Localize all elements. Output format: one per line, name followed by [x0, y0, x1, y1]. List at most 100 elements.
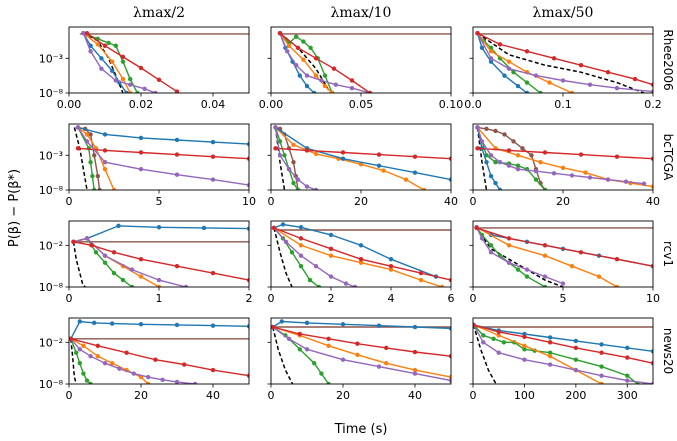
marker-orange	[599, 381, 604, 384]
marker-purple	[343, 281, 349, 286]
marker-red	[524, 49, 530, 54]
marker-red	[578, 152, 584, 157]
marker-green	[599, 364, 604, 369]
marker-red	[358, 257, 364, 262]
x-tick-label: 0.00	[57, 98, 82, 111]
marker-green	[522, 347, 527, 352]
marker-purple	[352, 284, 358, 287]
marker-blue	[102, 132, 108, 137]
marker-green	[294, 34, 299, 39]
marker-purple	[497, 160, 503, 165]
marker-red	[349, 78, 355, 83]
marker-purple	[587, 82, 593, 87]
marker-blue	[298, 225, 304, 230]
series-orange	[476, 32, 573, 93]
x-tick-label: 20	[134, 389, 148, 402]
marker-purple	[524, 267, 530, 272]
marker-orange	[515, 153, 521, 158]
marker-green	[308, 45, 313, 51]
marker-purple	[294, 63, 299, 68]
series-group	[273, 125, 451, 190]
marker-purple	[376, 364, 382, 369]
marker-blue	[376, 323, 382, 328]
marker-orange	[538, 160, 543, 165]
marker-blue	[174, 137, 180, 143]
panel-rcv1-1: 0 1 2 10⁻² 10⁻⁸	[39, 220, 253, 305]
marker-purple	[319, 78, 324, 83]
row-label-1: Rhee2006	[661, 29, 675, 90]
marker-orange	[326, 343, 331, 348]
marker-brown	[95, 173, 101, 179]
marker-green	[102, 260, 108, 265]
marker-blue	[246, 141, 249, 147]
marker-red	[475, 146, 480, 151]
marker-blue	[524, 90, 530, 93]
panel-news20-3: 0 100 200 300	[469, 317, 654, 402]
series-black	[476, 127, 488, 190]
series-purple	[476, 127, 645, 185]
marker-purple	[560, 78, 566, 83]
marker-green	[74, 350, 79, 355]
marker-green	[326, 381, 331, 384]
marker-purple	[313, 187, 319, 190]
marker-red	[297, 331, 302, 337]
marker-purple	[146, 374, 151, 380]
marker-red	[331, 66, 337, 71]
marker-orange	[330, 90, 335, 93]
marker-blue	[388, 257, 394, 262]
x-tick-label: 20	[354, 195, 368, 208]
marker-blue	[358, 243, 364, 248]
marker-orange	[388, 267, 394, 272]
marker-green	[106, 40, 111, 46]
marker-red	[614, 257, 620, 262]
marker-brown	[291, 160, 296, 165]
series-black	[70, 338, 77, 384]
marker-green	[297, 347, 302, 352]
marker-red	[551, 56, 557, 61]
marker-purple	[113, 78, 119, 83]
marker-blue	[484, 160, 489, 165]
marker-purple	[102, 360, 108, 366]
marker-orange	[614, 284, 620, 287]
marker-green	[515, 267, 521, 272]
marker-blue	[502, 73, 507, 78]
marker-purple	[131, 371, 136, 376]
marker-purple	[138, 166, 144, 172]
series-purple	[279, 33, 371, 93]
series-group	[475, 31, 653, 93]
series-purple	[70, 338, 196, 384]
panel-frame	[472, 317, 654, 385]
marker-purple	[488, 250, 494, 255]
marker-green	[312, 360, 317, 366]
x-tick-label: 0.05	[349, 98, 374, 111]
marker-orange	[496, 333, 501, 338]
marker-green	[77, 360, 83, 366]
marker-red	[75, 146, 81, 151]
marker-orange	[95, 354, 101, 359]
marker-purple	[117, 366, 122, 371]
marker-red	[367, 90, 373, 93]
panel-frame	[68, 26, 250, 94]
series-red	[275, 147, 451, 160]
marker-red	[448, 354, 451, 359]
marker-blue	[412, 170, 418, 175]
marker-orange	[569, 90, 575, 93]
marker-blue	[488, 173, 494, 179]
marker-orange	[583, 170, 588, 175]
marker-red	[578, 250, 584, 255]
marker-blue	[246, 226, 249, 231]
marker-purple	[183, 284, 189, 287]
marker-red	[174, 152, 180, 157]
series-group	[79, 31, 249, 93]
series-purple	[73, 237, 187, 287]
series-group	[473, 322, 653, 384]
marker-purple	[650, 89, 653, 93]
x-tick-label: 10	[242, 195, 256, 208]
marker-blue	[448, 326, 451, 331]
marker-red	[448, 277, 451, 283]
marker-orange	[138, 274, 144, 279]
marker-red	[522, 334, 527, 339]
marker-red	[174, 89, 180, 93]
x-tick-label: 40	[444, 195, 458, 208]
